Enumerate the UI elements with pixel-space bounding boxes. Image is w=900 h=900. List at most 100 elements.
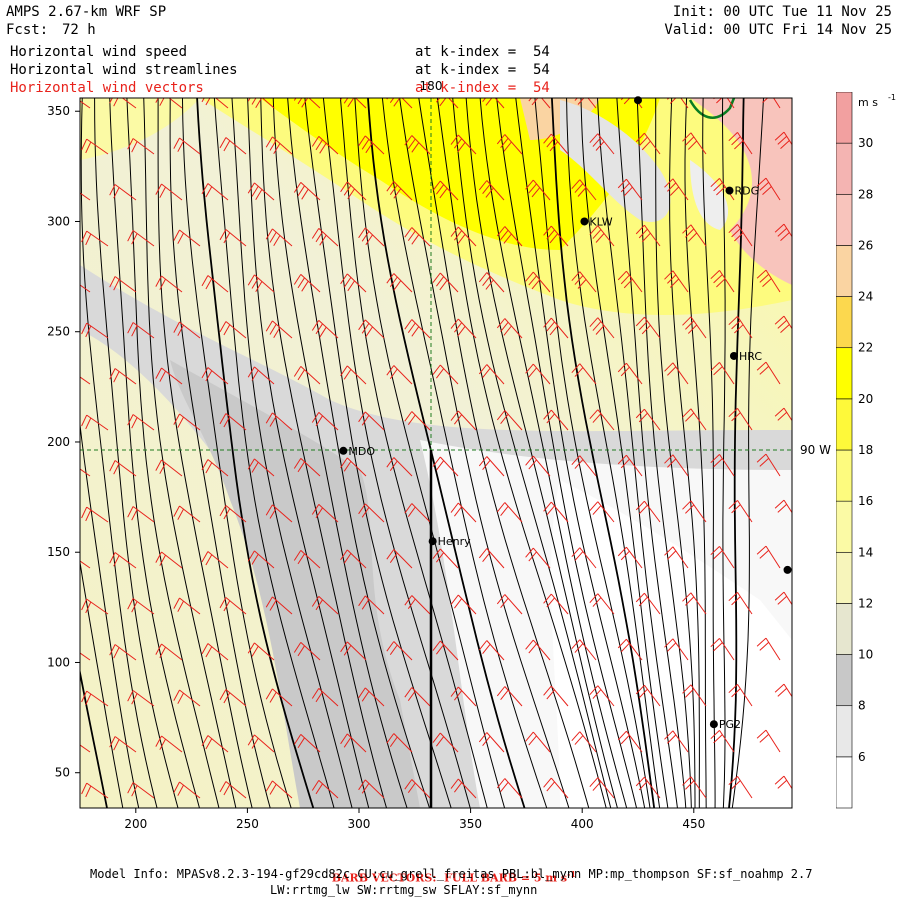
streamline [728,98,745,808]
wind-barb [80,192,91,201]
wind-barb [710,362,735,385]
wind-barb [80,376,91,385]
forecast-label: Fcst: [6,22,49,38]
wind-barb [340,273,367,293]
wind-barb [80,100,91,109]
streamline [109,98,200,808]
wind-barb [571,547,597,569]
colorbar-cell [836,654,853,707]
streamline [260,98,388,808]
wind-barb [173,597,201,615]
wind-barb [293,642,321,661]
station-henry[interactable] [428,537,437,546]
streamline [213,98,335,808]
meridian-label: 180 [420,79,443,93]
x-tick-label: 400 [571,817,594,831]
y-tick-label: 200 [47,435,70,449]
y-tick-label: 300 [47,214,70,228]
colorbar-cell [836,347,853,400]
wind-barb [525,271,551,293]
wind-barb [617,638,643,661]
wind-barb [728,316,753,339]
wind-barb [774,131,792,149]
wind-barb [293,366,321,385]
colorbar-label: 18 [858,443,873,457]
wind-barb [525,179,551,201]
wind-barb [450,502,477,523]
colorbar-unit: m s [858,96,878,109]
wind-barb [173,137,201,155]
wind-barb [109,736,137,753]
wind-barb [478,732,505,753]
wind-barb [219,781,247,799]
wind-barb [127,506,155,523]
colorbar-cell [836,449,853,502]
wind-barb [386,273,413,293]
wind-barb [404,687,431,707]
wind-barb [478,548,505,569]
station-e[interactable] [783,565,792,574]
colorbar-cell [836,245,853,297]
station-hrc[interactable] [729,351,738,360]
station-label: KLW [589,215,612,228]
wind-barb [404,319,431,339]
station-rdg[interactable] [725,186,734,195]
wind-barb [81,598,109,615]
wind-barb [543,593,569,615]
y-tick-label: 350 [47,104,70,118]
wind-barb [293,458,321,477]
colorbar-cell [836,92,853,144]
wind-barb [635,408,661,431]
wind-barb [340,98,367,109]
wind-barb [358,779,385,799]
wind-barb [710,546,735,569]
wind-barb [201,459,229,477]
wind-barb [201,183,229,201]
station-label: MDO [348,445,375,458]
station-mdo[interactable] [339,446,348,455]
streamline [381,98,548,808]
wind-barb [543,133,569,155]
wind-barb [109,276,137,293]
wind-barb [293,550,321,569]
streamline [452,98,612,808]
wind-barb [496,502,523,523]
station-lit[interactable] [633,96,642,105]
colorbar-cell [836,142,853,195]
wind-barb [127,690,155,707]
wind-barb [774,499,792,514]
station-pg2[interactable] [709,720,718,729]
wind-barb [386,181,413,201]
wind-barb [81,506,109,523]
station-markers: RDG KLW HRC MDO Henry PG2 [339,96,792,731]
wind-barb [358,503,385,523]
wind-barb [127,138,155,155]
station-klw[interactable] [580,217,589,226]
wind-barb [617,454,643,477]
wind-barb [358,227,385,247]
wind-barb [109,552,137,569]
wind-barb [311,688,339,707]
streamline [272,98,408,808]
wind-barb [293,98,321,109]
wind-barb [219,597,247,615]
wind-barb [247,98,275,109]
wind-barb [81,322,109,339]
wind-barb [432,548,459,569]
streamline [231,98,353,808]
wind-barb [543,501,569,523]
wind-barb [571,455,597,477]
colorbar-label: 6 [858,750,866,764]
wind-barb [450,594,477,615]
wind-barb [496,410,523,431]
wind-barb [450,686,477,707]
y-tick-label: 250 [47,325,70,339]
wind-barb [432,180,459,201]
wind-barb [219,321,247,339]
streamline [515,98,646,808]
y-axis: 50 100 150 200 250 300 350 [47,104,80,780]
wind-barb [525,547,551,569]
wind-barb [80,468,91,477]
wind-barb [664,546,689,569]
wind-barb [682,684,707,707]
